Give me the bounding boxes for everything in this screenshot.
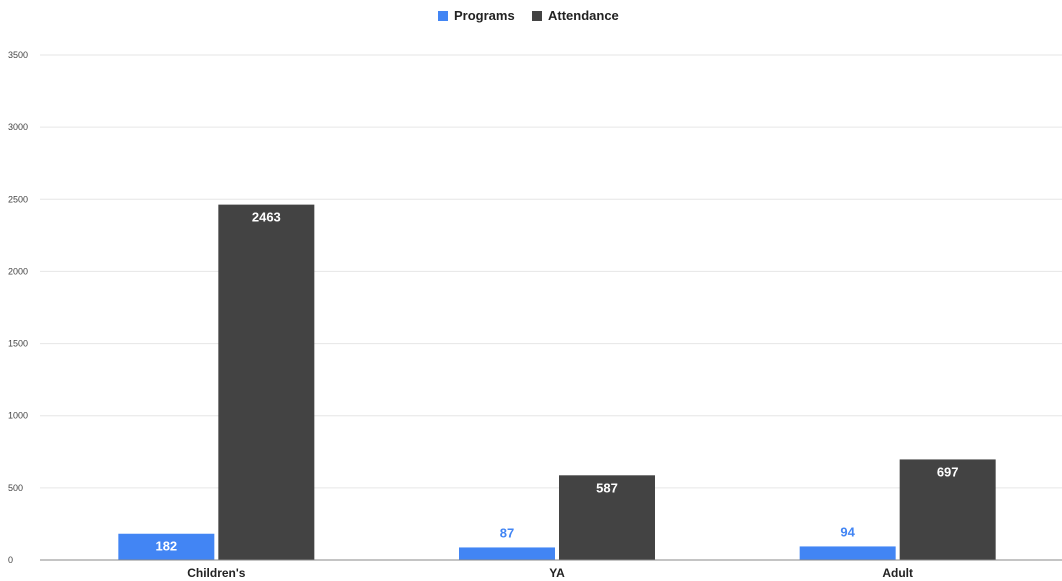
data-label: 587 <box>596 480 618 495</box>
y-tick-label: 2500 <box>8 194 28 204</box>
bar-attendance-1 <box>559 475 655 560</box>
y-axis-ticks: 0 500 1000 1500 2000 2500 3000 3500 <box>8 50 28 565</box>
bars <box>118 204 996 561</box>
data-label: 87 <box>500 525 514 540</box>
data-label: 182 <box>155 539 177 554</box>
legend-swatch <box>532 11 542 21</box>
legend-label: Programs <box>454 8 515 23</box>
bar-attendance-2 <box>899 459 996 560</box>
x-tick-label: YA <box>549 566 565 580</box>
legend-swatch <box>438 11 448 21</box>
y-tick-label: 3000 <box>8 122 28 132</box>
data-labels: 182 2463 87 587 94 697 <box>155 210 958 554</box>
bar-programs-2 <box>799 546 896 560</box>
y-tick-label: 3500 <box>8 50 28 60</box>
legend-label: Attendance <box>548 8 619 23</box>
y-tick-label: 500 <box>8 483 23 493</box>
y-tick-label: 0 <box>8 555 13 565</box>
data-label: 697 <box>937 464 959 479</box>
y-tick-label: 2000 <box>8 266 28 276</box>
x-tick-label: Adult <box>882 566 913 580</box>
data-label: 2463 <box>252 210 281 225</box>
gridlines <box>40 54 1062 489</box>
x-tick-label: Children's <box>187 566 246 580</box>
legend: Programs Attendance <box>438 8 619 23</box>
bar-attendance-0 <box>218 204 315 561</box>
y-tick-label: 1500 <box>8 339 28 349</box>
x-axis-categories: Children's YA Adult <box>187 566 913 580</box>
bar-programs-0 <box>118 533 215 560</box>
bar-programs-1 <box>459 547 555 560</box>
y-tick-label: 1000 <box>8 411 28 421</box>
data-label: 94 <box>840 524 855 539</box>
